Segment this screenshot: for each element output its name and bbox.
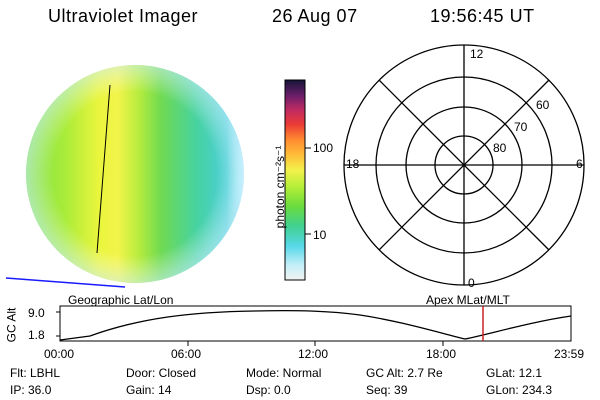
colorbar-tick-label-100: 100 xyxy=(313,141,334,155)
status-glat: GLat: 12.1 xyxy=(486,366,543,380)
status-ip: IP: 36.0 xyxy=(10,383,52,397)
colorbar-tick-label-10: 10 xyxy=(313,228,327,242)
status-door: Door: Closed xyxy=(126,366,197,380)
uv-disk-limb xyxy=(26,65,244,283)
timeline-xtick-12: 12:00 xyxy=(298,347,329,361)
altitude-curve xyxy=(59,309,572,341)
timeline-xtick-18: 18:00 xyxy=(426,347,457,361)
terminator-line xyxy=(96,84,111,254)
status-seq: Seq: 39 xyxy=(366,383,408,397)
status-filter: Flt: LBHL xyxy=(10,366,61,380)
horizon-line xyxy=(5,277,126,288)
timeline-ytick-9: 9.0 xyxy=(28,306,45,320)
status-glon: GLon: 234.3 xyxy=(486,383,553,397)
instrument-title: Ultraviolet Imager xyxy=(48,6,199,26)
status-dsp: Dsp: 0.0 xyxy=(246,383,291,397)
time-label: 19:56:45 UT xyxy=(430,6,535,26)
polar-diagonal-2 xyxy=(378,79,550,251)
polar-label-18: 18 xyxy=(346,157,360,171)
status-gain: Gain: 14 xyxy=(126,383,172,397)
polar-lat-label-60: 60 xyxy=(536,98,550,112)
timeline-left-title: Geographic Lat/Lon xyxy=(68,293,174,307)
status-gc-alt: GC Alt: 2.7 Re xyxy=(366,366,443,380)
timeline-xtick-06: 06:00 xyxy=(171,347,202,361)
status-mode: Mode: Normal xyxy=(246,366,322,380)
polar-label-6: 6 xyxy=(576,157,583,171)
timeline-right-title: Apex MLat/MLT xyxy=(426,293,510,307)
polar-lat-label-80: 80 xyxy=(493,141,507,155)
timeline-xtick-00: 00:00 xyxy=(44,347,75,361)
colorbar-gradient xyxy=(284,79,306,281)
polar-label-0: 0 xyxy=(468,276,475,290)
polar-label-12: 12 xyxy=(470,47,484,61)
timeline-ytick-1.8: 1.8 xyxy=(28,328,45,342)
date-label: 26 Aug 07 xyxy=(272,6,358,26)
polar-lat-label-70: 70 xyxy=(514,120,528,134)
timeline-xtick-2359: 23:59 xyxy=(554,347,585,361)
